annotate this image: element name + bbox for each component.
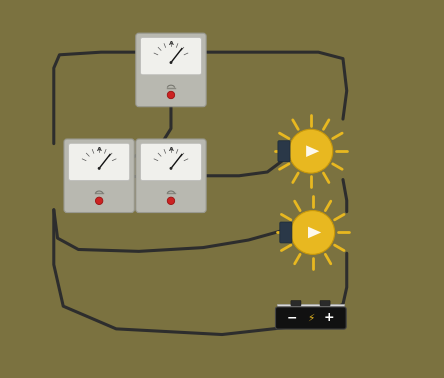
Text: A: A xyxy=(169,147,174,152)
FancyBboxPatch shape xyxy=(140,37,202,75)
Text: +: + xyxy=(324,311,335,324)
FancyBboxPatch shape xyxy=(278,304,344,310)
Text: A: A xyxy=(169,41,174,46)
FancyBboxPatch shape xyxy=(320,301,330,306)
Text: ⚡: ⚡ xyxy=(307,313,314,323)
Text: A: A xyxy=(97,147,102,152)
Circle shape xyxy=(170,61,172,64)
FancyBboxPatch shape xyxy=(69,143,130,181)
Circle shape xyxy=(289,129,333,173)
FancyBboxPatch shape xyxy=(278,141,290,162)
Polygon shape xyxy=(306,146,319,157)
Circle shape xyxy=(167,197,174,204)
Text: −: − xyxy=(287,311,297,324)
Circle shape xyxy=(291,211,335,254)
FancyBboxPatch shape xyxy=(136,139,206,212)
Circle shape xyxy=(95,197,103,204)
FancyBboxPatch shape xyxy=(64,139,134,212)
FancyBboxPatch shape xyxy=(140,143,202,181)
Circle shape xyxy=(170,167,172,170)
Circle shape xyxy=(167,91,174,99)
FancyBboxPatch shape xyxy=(291,301,301,306)
FancyBboxPatch shape xyxy=(280,222,292,243)
Circle shape xyxy=(98,167,101,170)
FancyBboxPatch shape xyxy=(136,33,206,107)
Polygon shape xyxy=(308,227,321,238)
FancyBboxPatch shape xyxy=(275,307,346,329)
